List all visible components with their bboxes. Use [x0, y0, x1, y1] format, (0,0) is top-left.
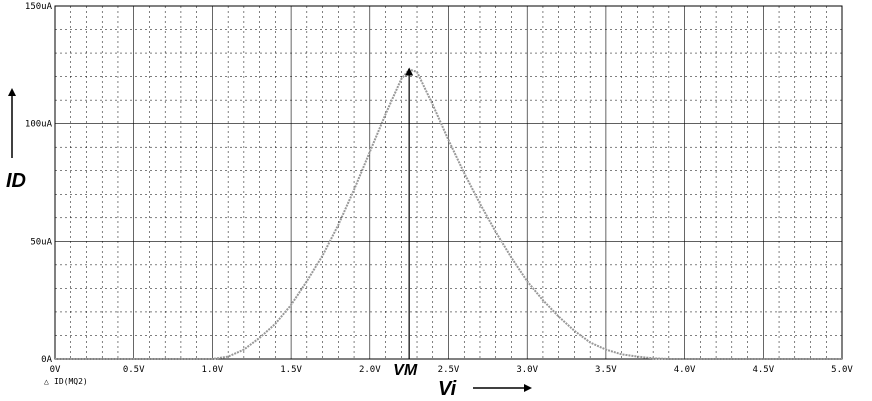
- ylabel: ID: [6, 170, 26, 192]
- y-tick-label: 100uA: [25, 120, 53, 130]
- x-tick-label: 5.0V: [831, 365, 853, 375]
- x-tick-labels: 0V 0.5V 1.0V 1.5V 2.0V 2.5V 3.0V 3.5V 4.0V 4.5V 5.…: [50, 365, 854, 375]
- x-tick-label: 3.5V: [595, 365, 617, 375]
- series-line-id-mq2: [55, 68, 842, 360]
- x-tick-label: 0V: [50, 365, 61, 375]
- x-tick-label: 4.5V: [752, 365, 774, 375]
- y-tick-label: 50uA: [30, 237, 52, 247]
- xlabel: Vi: [438, 378, 457, 400]
- y-tick-label: 150uA: [25, 2, 53, 12]
- legend-label: ID(MQ2): [54, 377, 88, 386]
- vm-label: VM: [393, 362, 418, 379]
- y-tick-labels: 0A 50uA 100uA 150uA: [25, 2, 53, 365]
- grid-minor: [55, 6, 842, 359]
- plot-frame: [54, 5, 843, 360]
- x-tick-label: 1.0V: [202, 365, 224, 375]
- y-tick-label: 0A: [41, 355, 52, 365]
- x-tick-label: 0.5V: [123, 365, 145, 375]
- grid-major: [55, 6, 842, 359]
- legend-marker: △: [44, 377, 49, 386]
- x-tick-label: 2.5V: [438, 365, 460, 375]
- x-tick-label: 4.0V: [674, 365, 696, 375]
- x-tick-label: 1.5V: [280, 365, 302, 375]
- x-tick-label: 3.0V: [516, 365, 538, 375]
- x-tick-label: 2.0V: [359, 365, 381, 375]
